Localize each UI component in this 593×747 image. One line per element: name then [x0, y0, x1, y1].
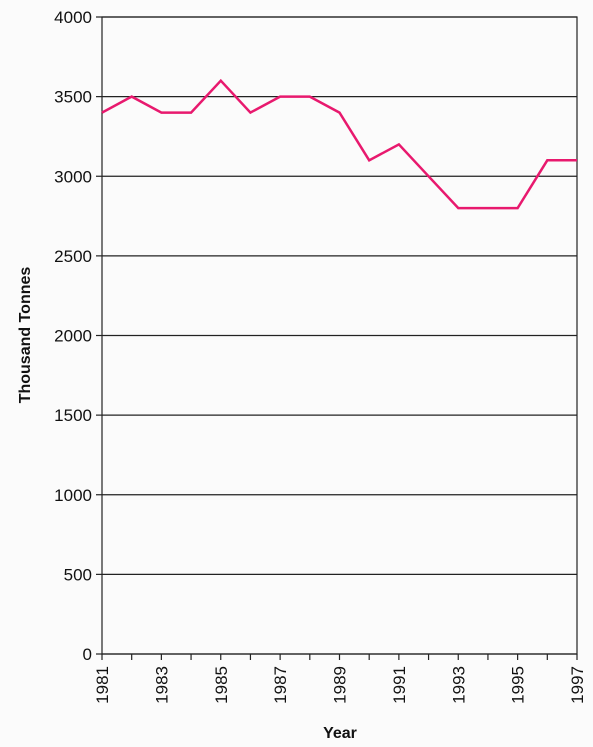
y-tick-label: 2500	[54, 247, 92, 266]
y-tick-label: 0	[83, 645, 92, 664]
x-tick-label: 1997	[568, 666, 587, 704]
y-tick-labels: 0 500 1000 1500 2000 2500 3000 3500 4000	[54, 8, 92, 664]
y-tick-label: 4000	[54, 8, 92, 27]
axis-ticks	[96, 16, 578, 660]
y-tick-label: 3000	[54, 167, 92, 186]
y-tick-label: 3500	[54, 88, 92, 107]
x-tick-label: 1989	[331, 666, 350, 704]
x-tick-label: 1981	[93, 666, 112, 704]
x-tick-label: 1987	[271, 666, 290, 704]
y-tick-label: 1500	[54, 406, 92, 425]
x-tick-label: 1995	[509, 666, 528, 704]
series-line	[101, 78, 577, 210]
plot-frame	[101, 16, 578, 655]
x-tick-label: 1985	[212, 666, 231, 704]
y-tick-label: 2000	[54, 327, 92, 346]
x-tick-label: 1983	[152, 666, 171, 704]
y-tick-label: 1000	[54, 486, 92, 505]
x-tick-label: 1991	[390, 666, 409, 704]
x-tick-labels: 1981 1983 1985 1987 1989 1991 1993 1995 1997	[93, 666, 587, 704]
y-axis-title: Thousand Tonnes	[17, 267, 34, 404]
x-tick-label: 1993	[449, 666, 468, 704]
x-axis-title: Year	[323, 725, 357, 742]
y-tick-label: 500	[64, 565, 92, 584]
